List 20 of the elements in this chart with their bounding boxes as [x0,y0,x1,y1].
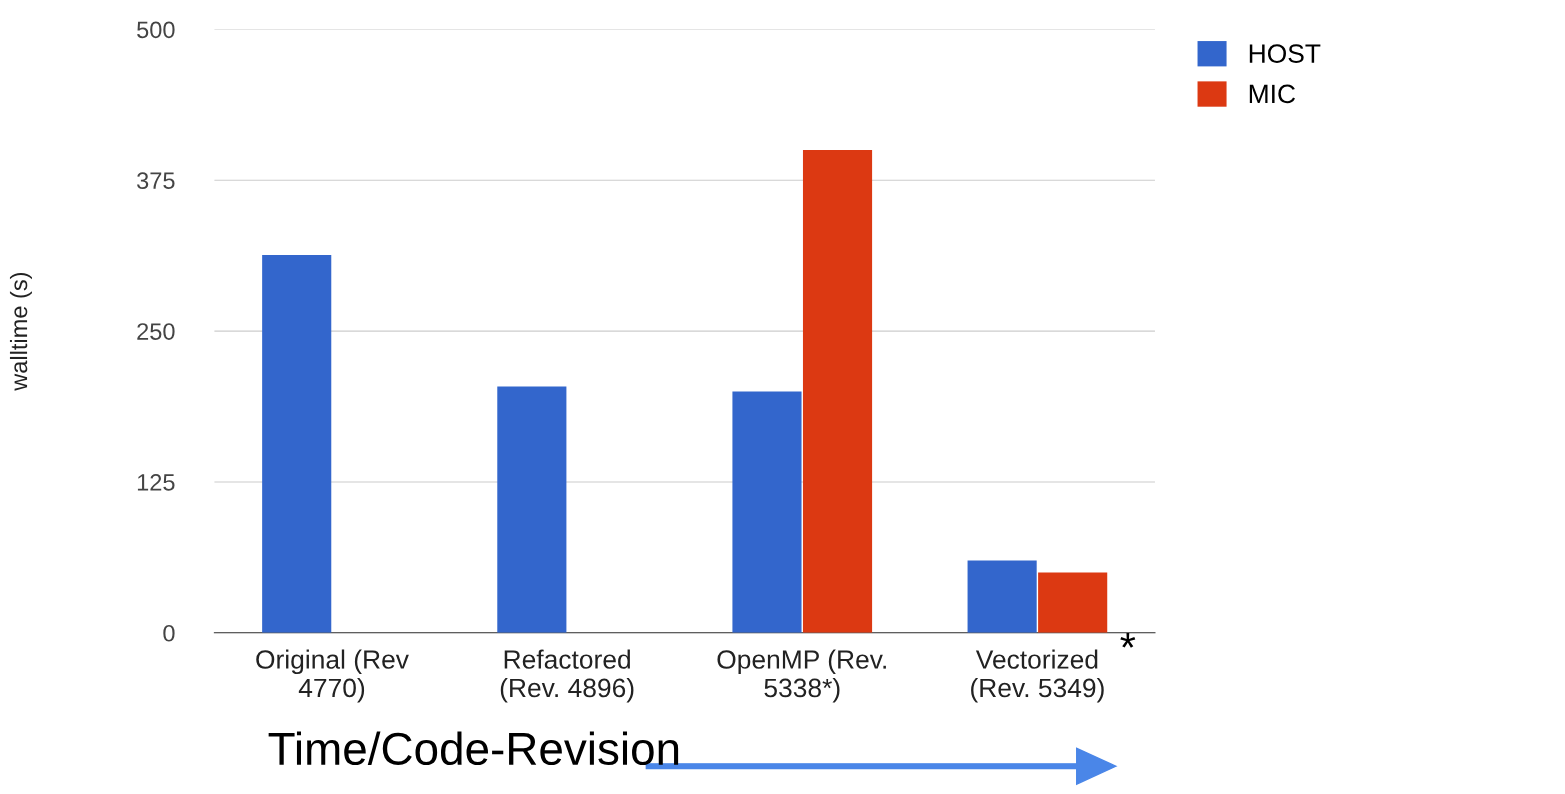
legend-label: MIC [1249,84,1296,104]
y-tick-label: 250 [137,323,175,340]
bar [967,560,1037,633]
bar [802,150,873,633]
x-tick-label: OpenMP (Rev. 5338*) [717,649,886,703]
bar [732,391,802,633]
x-tick-label: Vectorized (Rev. 5349) [971,649,1104,703]
y-axis-title: walltime (s) [9,272,32,391]
text: * [1120,633,1136,648]
x-tick-label: Original (Rev 4770) [256,649,409,703]
bar [262,255,332,633]
y-tick-label: 500 [137,21,175,39]
x-tick-label: Refactored (Rev. 4896) [500,649,634,703]
bar [497,386,567,633]
text: Time/Code-Revision [268,731,679,766]
y-tick-label: 0 [163,624,175,642]
legend-label: HOST [1249,44,1321,63]
bar [1038,572,1108,633]
y-tick-label: 125 [137,474,175,491]
y-tick-label: 375 [137,172,175,190]
